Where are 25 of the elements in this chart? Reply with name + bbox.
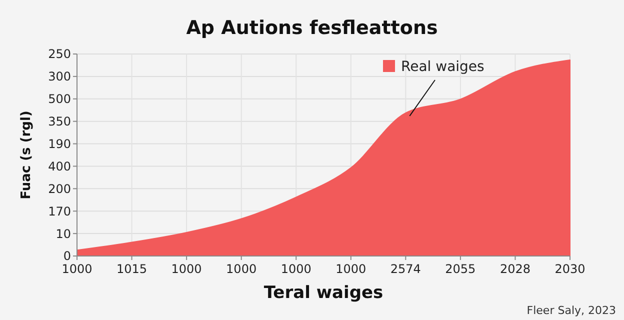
x-tick-label: 1000 (336, 262, 366, 276)
x-tick-label: 1000 (226, 262, 257, 276)
chart-title: Ap Autions fesfleattons (186, 17, 438, 39)
text: 190 (48, 136, 71, 151)
text: 250 (48, 47, 71, 62)
text: 170 (48, 204, 71, 218)
legend-label: Real waiges (401, 59, 484, 75)
text: 350 (48, 114, 71, 129)
text: 0 (63, 249, 71, 264)
x-tick-label: 1000 (62, 262, 92, 276)
x-tick-label: 1000 (280, 262, 312, 276)
x-tick-label: 1015 (116, 262, 148, 276)
text: 10 (56, 226, 71, 241)
text: Fleer Saly, 2023 (526, 304, 616, 317)
x-tick-label: 2030 (554, 262, 586, 276)
x-axis-title: Teral waiges (264, 283, 384, 303)
x-tick-label: 2055 (445, 262, 476, 276)
text: 400 (48, 159, 71, 174)
text: 200 (48, 182, 71, 196)
x-tick-label: 2574 (390, 262, 421, 276)
text: 300 (48, 70, 71, 84)
y-axis-title: Fuac (s (rgl) (19, 110, 34, 200)
text: 500 (48, 92, 71, 106)
x-tick-label: 2028 (500, 262, 530, 276)
x-tick-label: 1000 (171, 262, 202, 276)
